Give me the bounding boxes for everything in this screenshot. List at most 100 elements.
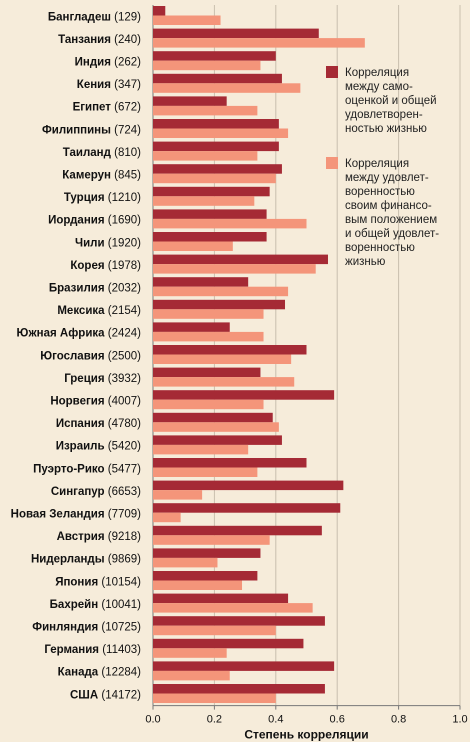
bar-self-esteem (153, 209, 267, 219)
category-count: (240) (114, 34, 141, 46)
category-label: Чили (1920) (75, 237, 141, 249)
legend-line: жизнью (345, 256, 386, 268)
category-label: Югославия (2500) (40, 350, 141, 362)
category-count: (1690) (108, 215, 141, 227)
bar-financial (153, 490, 203, 500)
category-name: Югославия (40, 350, 108, 362)
bar-self-esteem (153, 345, 307, 355)
bar-self-esteem (153, 141, 279, 152)
bar-self-esteem (153, 96, 227, 106)
bar-self-esteem (153, 548, 261, 558)
bar-financial (153, 151, 258, 161)
category-name: Камерун (62, 170, 114, 182)
bar-self-esteem (153, 322, 230, 332)
category-label: Япония (10154) (55, 576, 141, 588)
category-label: США (14172) (70, 689, 141, 701)
bar-self-esteem (153, 164, 282, 174)
bar-self-esteem (153, 503, 341, 513)
category-name: Иордания (48, 215, 108, 227)
x-tick-label: 0.6 (330, 714, 345, 726)
bar-financial (153, 580, 243, 590)
legend-line: воренностью (345, 242, 415, 254)
bar-self-esteem (153, 571, 258, 581)
category-label: Южная Африка (2424) (17, 328, 142, 340)
bar-financial (153, 241, 233, 251)
category-count: (347) (114, 79, 141, 91)
category-name: Япония (55, 576, 101, 588)
category-count: (4007) (108, 396, 141, 408)
bar-self-esteem (153, 525, 322, 536)
category-count: (7709) (108, 509, 141, 521)
bar-self-esteem (153, 661, 335, 671)
category-label: Германия (11403) (44, 644, 141, 656)
bar-self-esteem (153, 119, 279, 129)
category-label: Австрия (9218) (57, 531, 142, 543)
category-labels: Бангладеш (129)Танзания (240)Индия (262)… (11, 11, 141, 701)
bar-financial (153, 693, 276, 703)
bar-self-esteem (153, 684, 325, 694)
category-label: Сингапур (6653) (51, 486, 141, 498)
legend-line: Корреляция (345, 67, 409, 79)
legend-label-self-esteem: Корреляция между само-оценкой и общей удов… (345, 67, 437, 135)
legend-line: воренностью (345, 186, 415, 198)
legend-line: ностью жизнью (345, 123, 427, 135)
category-name: Канада (58, 667, 102, 679)
category-name: Индия (75, 57, 115, 69)
legend-swatch-self-esteem (326, 66, 338, 78)
bar-financial (153, 15, 221, 25)
bar-financial (153, 444, 249, 455)
bar-financial (153, 377, 295, 387)
x-tick-label: 0.4 (268, 714, 283, 726)
category-count: (262) (114, 57, 141, 69)
bar-self-esteem (153, 73, 282, 84)
category-name: Бангладеш (48, 11, 114, 23)
bar-self-esteem (153, 51, 276, 61)
bar-self-esteem (153, 6, 166, 16)
bar-self-esteem (153, 435, 282, 445)
category-name: Египет (73, 102, 115, 114)
category-label: Нидерланды (9869) (31, 554, 141, 566)
category-count: (845) (114, 170, 141, 182)
category-name: Норвегия (50, 396, 107, 408)
category-label: Израиль (5420) (56, 441, 141, 453)
category-label: Египет (672) (73, 102, 142, 114)
bar-self-esteem (153, 458, 307, 468)
bar-self-esteem (153, 390, 335, 400)
category-count: (9218) (108, 531, 141, 543)
x-axis: 0.0 0.2 0.4 0.6 0.8 1.0 Степень корреляции (145, 705, 468, 742)
category-count: (3932) (108, 373, 141, 385)
bar-financial (153, 399, 264, 410)
legend-label-financial: Корреляция между удовлет-воренностью своим… (345, 158, 439, 268)
bar-financial (153, 286, 289, 297)
legend-line: вым положением (345, 214, 437, 226)
category-name: Южная Африка (17, 328, 108, 340)
category-name: Филиппины (42, 124, 114, 136)
category-name: Нидерланды (31, 554, 108, 566)
bar-self-esteem (153, 186, 270, 197)
bar-self-esteem (153, 367, 261, 378)
category-label: Кения (347) (77, 79, 141, 91)
category-name: Кения (77, 79, 114, 91)
category-label: Новая Зеландия (7709) (11, 509, 141, 521)
bar-financial (153, 309, 264, 319)
bar-financial (153, 422, 279, 432)
category-label: Канада (12284) (58, 667, 142, 679)
category-name: Испания (56, 418, 108, 430)
category-name: Бахрейн (50, 599, 102, 611)
category-label: Бангладеш (129) (48, 11, 141, 23)
category-count: (11403) (102, 644, 141, 656)
category-label: Корея (1978) (70, 260, 141, 272)
category-count: (12284) (101, 667, 141, 679)
category-count: (2032) (108, 283, 141, 295)
bar-financial (153, 648, 227, 658)
category-count: (810) (114, 147, 141, 159)
bar-financial (153, 105, 258, 116)
bar-self-esteem (153, 277, 249, 287)
category-label: Бахрейн (10041) (50, 599, 142, 611)
category-name: Финляндия (32, 622, 101, 634)
bar-self-esteem (153, 299, 286, 310)
category-label: Бразилия (2032) (49, 283, 141, 295)
category-name: Израиль (56, 441, 108, 453)
category-name: Чили (75, 237, 108, 249)
